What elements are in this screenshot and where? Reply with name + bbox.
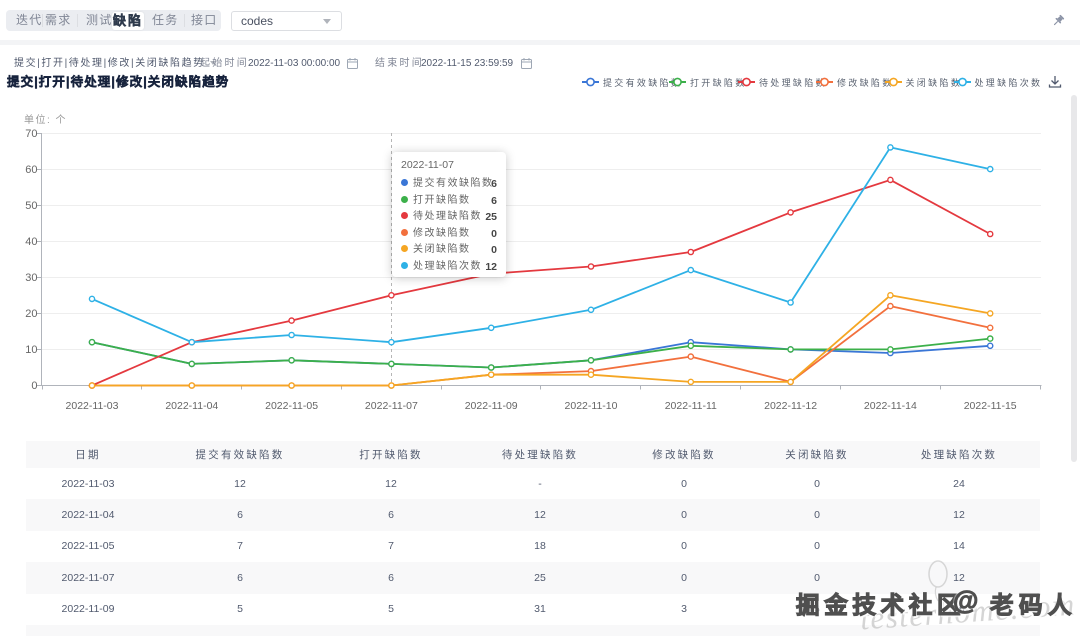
svg-text:0: 0 — [31, 380, 37, 392]
svg-text:2022-11-07: 2022-11-07 — [365, 400, 418, 412]
svg-text:2022-11-14: 2022-11-14 — [864, 400, 917, 412]
svg-text:2022-11-10: 2022-11-10 — [565, 400, 618, 412]
svg-text:2022-11-15: 2022-11-15 — [964, 400, 1017, 412]
svg-text:60: 60 — [25, 164, 37, 176]
svg-text:2022-11-09: 2022-11-09 — [465, 400, 518, 412]
svg-text:2022-11-03: 2022-11-03 — [66, 400, 119, 412]
svg-text:2022-11-04: 2022-11-04 — [165, 400, 218, 412]
svg-text:30: 30 — [25, 272, 37, 284]
svg-text:70: 70 — [25, 128, 37, 140]
svg-text:50: 50 — [25, 200, 37, 212]
svg-text:2022-11-12: 2022-11-12 — [764, 400, 817, 412]
svg-text:20: 20 — [25, 308, 37, 320]
svg-text:10: 10 — [25, 344, 37, 356]
svg-text:2022-11-05: 2022-11-05 — [265, 400, 318, 412]
svg-text:2022-11-11: 2022-11-11 — [665, 400, 717, 412]
svg-text:40: 40 — [25, 236, 37, 248]
